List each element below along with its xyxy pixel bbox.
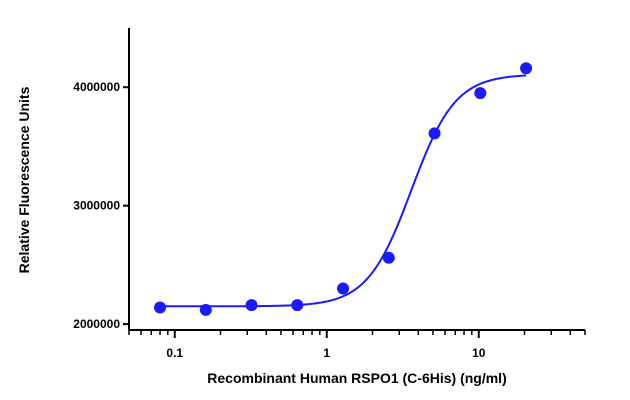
points-layer xyxy=(154,62,533,316)
data-point xyxy=(291,299,304,312)
x-ticks: 0.1 1 10 xyxy=(128,330,586,360)
data-point xyxy=(382,251,395,264)
x-tick-label: 0.1 xyxy=(166,346,183,360)
y-ticks: 2000000 3000000 4000000 xyxy=(73,80,129,331)
data-point xyxy=(199,303,212,316)
x-tick-label: 10 xyxy=(472,346,486,360)
data-point xyxy=(428,127,441,140)
fit-layer xyxy=(160,74,527,308)
y-tick-label: 3000000 xyxy=(73,199,120,213)
y-tick-label: 4000000 xyxy=(73,80,120,94)
x-axis-title: Recombinant Human RSPO1 (C-6His) (ng/ml) xyxy=(207,370,506,386)
data-point xyxy=(337,282,350,295)
y-axis-title: Relative Fluorescence Units xyxy=(16,86,32,273)
fit-curve xyxy=(160,74,527,308)
axes xyxy=(128,28,585,331)
data-point xyxy=(474,87,487,100)
data-point xyxy=(154,301,167,314)
data-point xyxy=(520,62,533,75)
data-point xyxy=(245,299,258,312)
y-tick-label: 2000000 xyxy=(73,317,120,331)
x-tick-label: 1 xyxy=(323,346,330,360)
